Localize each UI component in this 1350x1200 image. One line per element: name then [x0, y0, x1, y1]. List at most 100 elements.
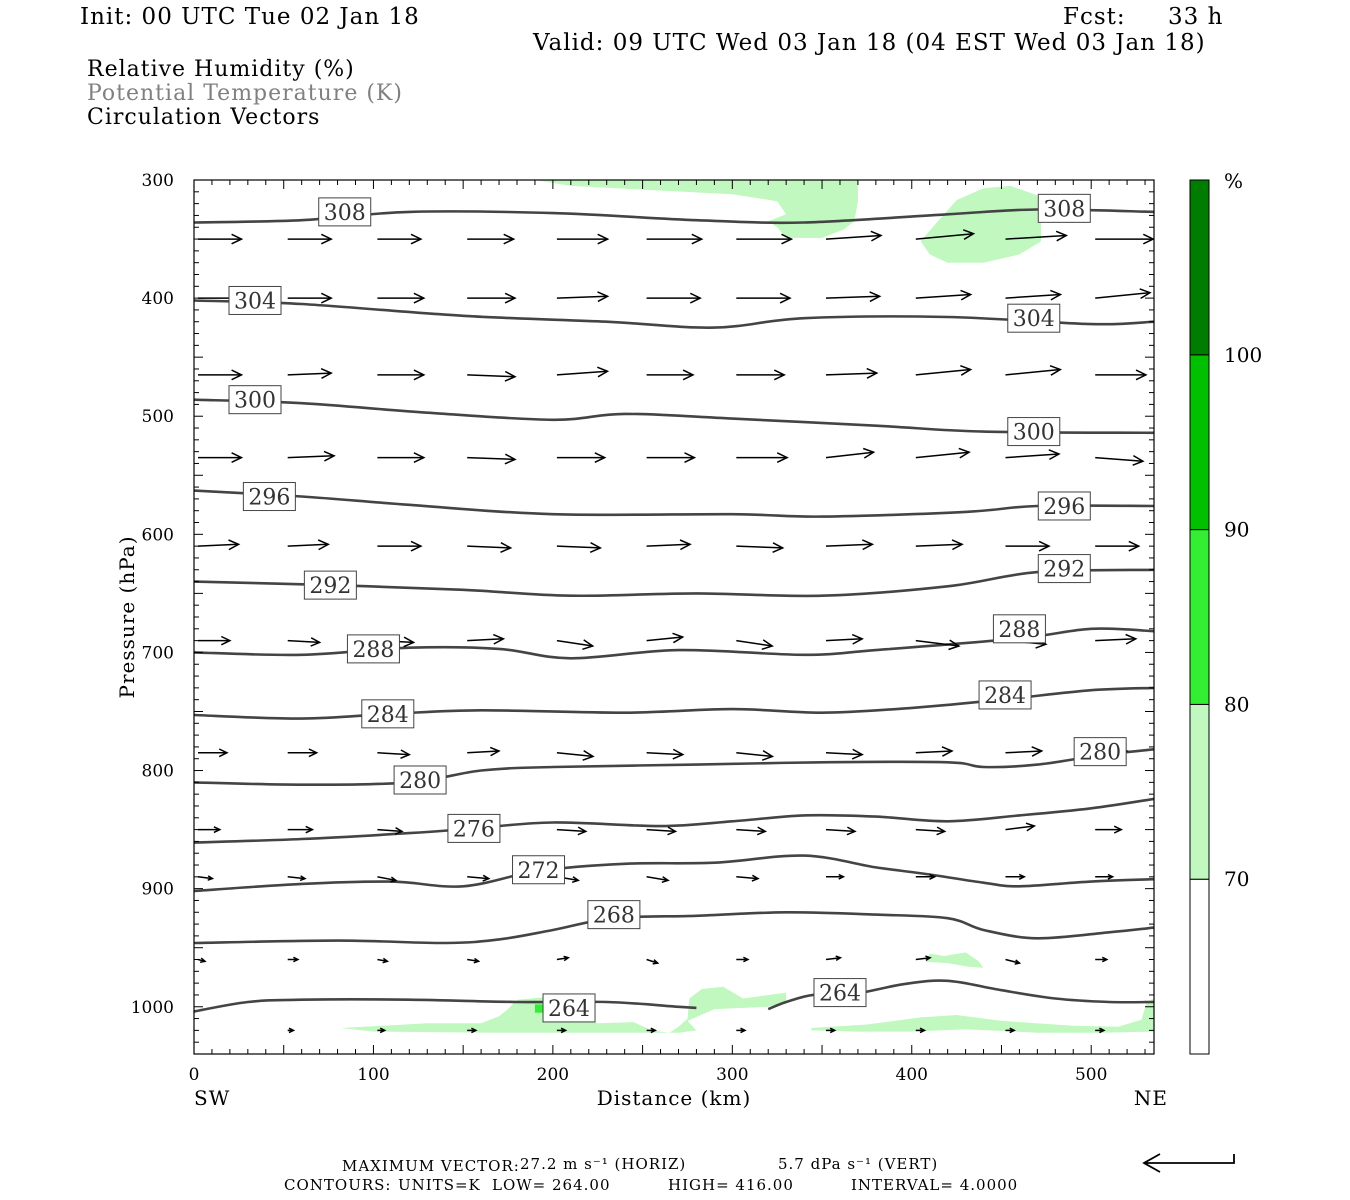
circulation-vector-head [679, 539, 692, 551]
circulation-vector [1005, 293, 1061, 299]
reference-vector-icon [1142, 1153, 1235, 1173]
theta-label-box [361, 699, 415, 729]
contours-label: CONTOURS: [284, 1176, 392, 1194]
theta-contour-264 [194, 998, 697, 1013]
theta-label-box [1037, 193, 1091, 223]
field-potential-temperature: Potential Temperature (K) [87, 81, 403, 106]
circulation-vector [1005, 453, 1060, 459]
theta-label-box [813, 978, 867, 1008]
theta-label-box [1037, 491, 1091, 521]
y-tick-label: 600 [142, 525, 174, 545]
rh-region [920, 185, 1041, 263]
circulation-vector [556, 639, 593, 647]
theta-label-268: 268 [593, 904, 635, 929]
y-tick-label: 500 [142, 407, 174, 427]
circulation-vector-head [951, 539, 964, 551]
circulation-vector-head [1025, 822, 1037, 832]
circulation-vector-head [919, 1027, 927, 1034]
circulation-vector-head [1031, 746, 1044, 757]
y-tick-label: 700 [142, 643, 174, 663]
circulation-vector [915, 543, 963, 547]
circulation-vector-head [869, 291, 882, 303]
circulation-vector-head [1125, 633, 1138, 645]
circulation-vector-head [473, 957, 481, 964]
init-time: Init: 00 UTC Tue 02 Jan 18 [80, 4, 420, 30]
circulation-vector-head [1048, 449, 1061, 461]
circulation-vector-head [218, 748, 229, 758]
circulation-vector-head [410, 233, 423, 245]
circulation-vector-head [1018, 873, 1027, 880]
theta-label-280: 280 [399, 769, 441, 794]
circulation-vector-head [1107, 873, 1115, 880]
circulation-vector-head [504, 453, 517, 465]
circulation-vector-head [650, 1027, 658, 1034]
theta-label-box [242, 482, 296, 512]
theta-label-box [1007, 417, 1061, 447]
circulation-vector-head [231, 452, 244, 463]
circulation-vector-head [1139, 288, 1152, 300]
circulation-vector [467, 456, 516, 461]
circulation-vector-head [503, 233, 516, 245]
theta-label-284: 284 [984, 684, 1026, 709]
circulation-vector-head [231, 233, 244, 245]
circulation-vector [825, 543, 873, 547]
circulation-vector-head [851, 633, 864, 645]
circulation-vector [915, 232, 974, 240]
circulation-vector [377, 752, 410, 756]
circulation-vector [467, 958, 479, 963]
circulation-vector [915, 639, 959, 647]
circulation-vector-head [1099, 1027, 1106, 1034]
circulation-vector-head [667, 826, 678, 836]
circulation-vector-head [413, 369, 426, 381]
circulation-vector-head [228, 539, 241, 551]
circulation-vector [1095, 291, 1151, 299]
circulation-vector-head [962, 229, 976, 240]
y-tick-label: 1000 [131, 998, 174, 1018]
circulation-vector [556, 295, 608, 299]
forecast-hour-label: Fcst: [1063, 4, 1126, 30]
theta-label-264: 264 [819, 982, 861, 1007]
circulation-vector [1005, 750, 1042, 754]
circulation-vector [467, 638, 504, 642]
circulation-vector-head [382, 957, 390, 964]
circulation-vector-head [1113, 825, 1124, 834]
circulation-vector [736, 545, 783, 549]
circulation-vector-head [413, 452, 426, 463]
colorbar-level-label: 100 [1224, 343, 1262, 367]
theta-contour-268 [194, 910, 1154, 945]
theta-contour-264 [767, 979, 1154, 1011]
circulation-vector [646, 828, 676, 833]
circulation-vector-head [835, 955, 843, 962]
theta-label-292: 292 [309, 574, 351, 599]
y-tick-label: 900 [142, 880, 174, 900]
colorbar: 70 80 90 100% [1189, 169, 1262, 1055]
circulation-vector-head [220, 635, 232, 646]
x-axis-left-label: SW [194, 1086, 230, 1110]
theta-label-296: 296 [1043, 495, 1085, 520]
circulation-vector-head [652, 959, 660, 965]
circulation-vector-head [582, 639, 595, 651]
circulation-vector-head [936, 826, 947, 836]
circulation-vector-head [672, 748, 685, 760]
colorbar-swatch [1189, 179, 1210, 356]
theta-label-box [1007, 303, 1061, 333]
circulation-vector-head [1038, 540, 1051, 552]
circulation-vector-head [1049, 364, 1063, 376]
contours-interval: INTERVAL= 4.0000 [851, 1176, 1019, 1194]
circulation-vector-head [207, 875, 215, 881]
circulation-vector-head [948, 639, 961, 651]
circulation-vector-head [563, 955, 570, 962]
max-vector-horiz: 27.2 m s⁻¹ (HORIZ) [520, 1155, 687, 1173]
circulation-vector-head [308, 748, 319, 758]
circulation-vector [467, 545, 511, 549]
circulation-vector-head [1014, 959, 1022, 965]
circulation-vector [1005, 825, 1035, 831]
circulation-vector [1095, 456, 1143, 462]
circulation-vector [646, 543, 691, 547]
y-tick-label: 400 [142, 289, 174, 309]
circulation-vector-head [500, 542, 513, 553]
circulation-vector-head [323, 450, 336, 462]
circulation-vector-head [320, 292, 333, 304]
circulation-vector-head [740, 1027, 747, 1034]
rh-region [926, 952, 984, 968]
